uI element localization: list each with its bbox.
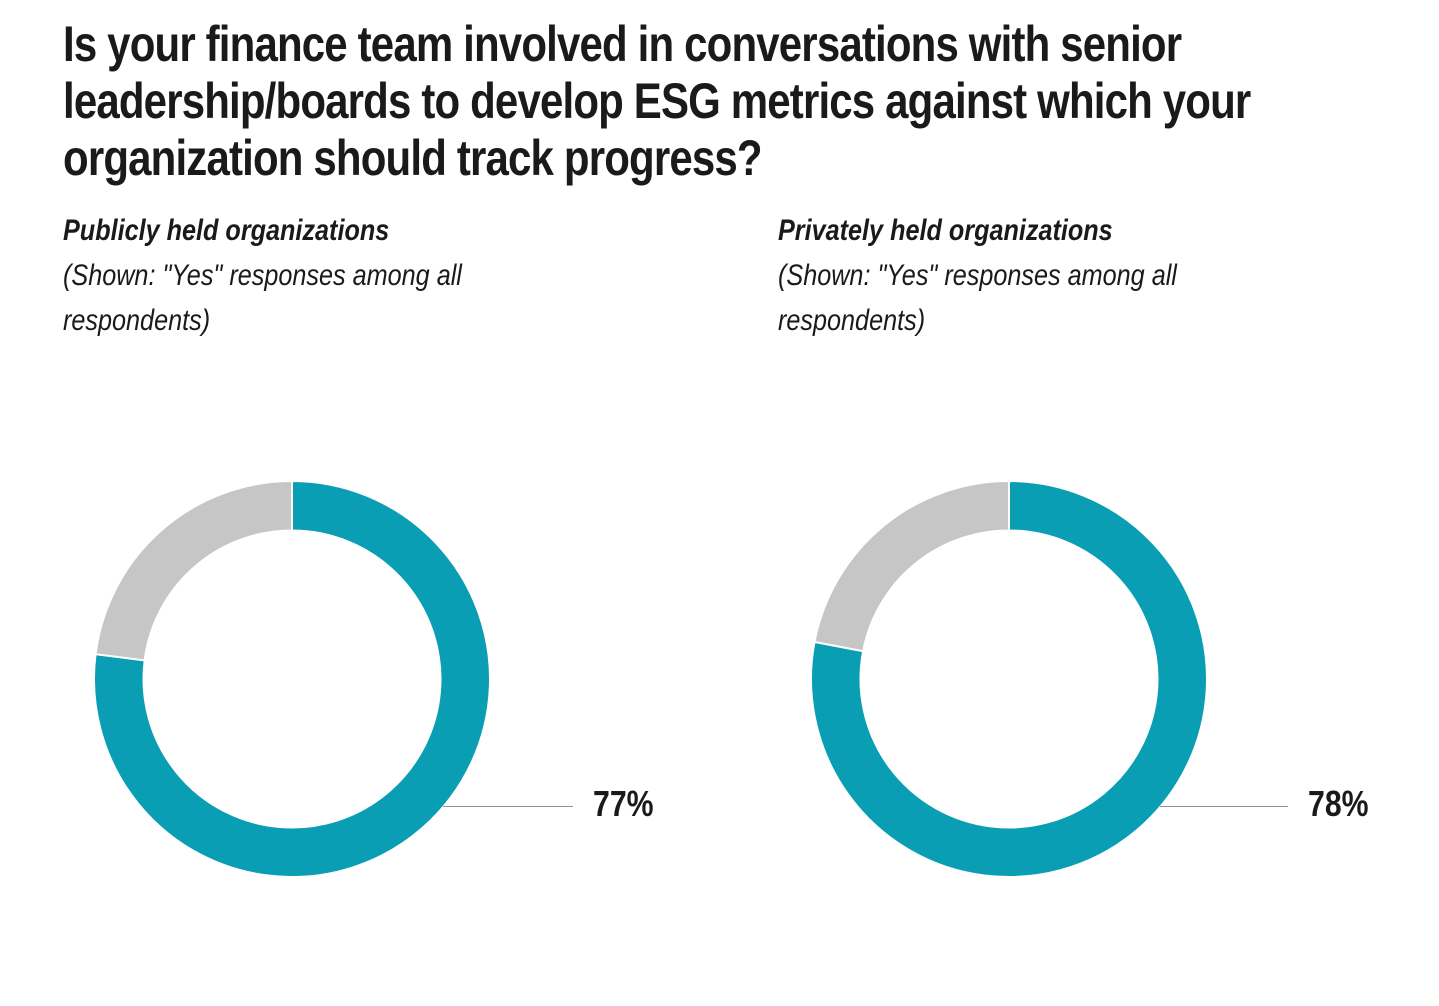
question-title-line-1: Is your finance team involved in convers… [63,16,1182,72]
donut-segment-yes [810,479,1208,878]
figure-note-private: (Shown: "Yes" responses among all respon… [778,259,1177,337]
figure-caption-public: Publicly held organizations (Shown: "Yes… [63,208,533,343]
leader-line-private [1160,806,1288,807]
donut-chart-public [93,479,491,878]
leader-line-public [443,806,573,807]
figure-note-public: (Shown: "Yes" responses among all respon… [63,259,462,337]
figure-caption-private: Privately held organizations (Shown: "Ye… [778,208,1248,343]
question-title-line-2: leadership/boards to develop ESG metrics… [63,73,1251,129]
question-title-line-3: organization should track progress? [63,130,763,186]
question-title: Is your finance team involved in convers… [63,16,1251,187]
donut-chart-private [810,479,1208,878]
value-label-public: 77% [593,783,654,824]
donut-segment-remainder [94,479,293,662]
donut-segment-yes [93,479,491,878]
figure-heading-public: Publicly held organizations [63,214,390,247]
figure-heading-private: Privately held organizations [778,214,1113,247]
donut-segment-remainder [813,479,1010,653]
value-label-private: 78% [1308,783,1369,824]
